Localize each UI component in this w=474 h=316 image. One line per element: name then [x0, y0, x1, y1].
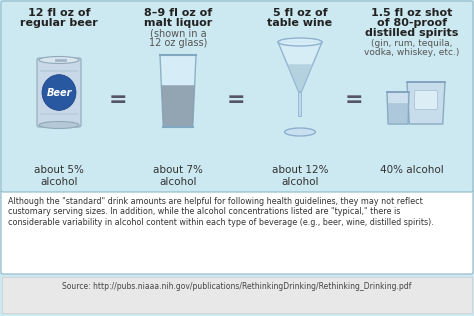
Text: of 80-proof: of 80-proof — [377, 18, 447, 28]
Text: 12 oz glass): 12 oz glass) — [149, 38, 207, 48]
Polygon shape — [387, 103, 409, 124]
Text: 8–9 fl oz of: 8–9 fl oz of — [144, 8, 212, 18]
Text: Beer: Beer — [46, 88, 72, 98]
Polygon shape — [278, 42, 322, 92]
Polygon shape — [287, 64, 313, 92]
Text: Source: http://pubs.niaaa.nih.gov/publications/RethinkingDrinking/Rethinking_Dri: Source: http://pubs.niaaa.nih.gov/public… — [62, 282, 412, 291]
FancyBboxPatch shape — [1, 1, 473, 192]
Text: Although the "standard" drink amounts are helpful for following health guideline: Although the "standard" drink amounts ar… — [8, 197, 434, 227]
Text: (gin, rum, tequila,: (gin, rum, tequila, — [371, 39, 453, 48]
Text: about 7%
alcohol: about 7% alcohol — [153, 165, 203, 187]
Ellipse shape — [42, 75, 76, 110]
FancyBboxPatch shape — [40, 113, 78, 115]
FancyBboxPatch shape — [40, 70, 78, 72]
Text: (shown in a: (shown in a — [150, 29, 206, 39]
Polygon shape — [387, 92, 409, 124]
Polygon shape — [161, 85, 195, 127]
Text: 5 fl oz of: 5 fl oz of — [273, 8, 328, 18]
FancyBboxPatch shape — [37, 58, 81, 127]
Text: 1.5 fl oz shot: 1.5 fl oz shot — [371, 8, 453, 18]
Ellipse shape — [278, 38, 322, 46]
Text: regular beer: regular beer — [20, 18, 98, 28]
Ellipse shape — [284, 128, 315, 136]
Text: table wine: table wine — [267, 18, 333, 28]
FancyBboxPatch shape — [2, 277, 472, 313]
Text: malt liquor: malt liquor — [144, 18, 212, 28]
Ellipse shape — [39, 57, 79, 64]
Text: =: = — [345, 90, 363, 110]
Text: vodka, whiskey, etc.): vodka, whiskey, etc.) — [365, 48, 460, 57]
FancyBboxPatch shape — [299, 92, 301, 116]
FancyBboxPatch shape — [1, 190, 473, 274]
Text: =: = — [109, 90, 128, 110]
Text: about 5%
alcohol: about 5% alcohol — [34, 165, 84, 187]
Text: 12 fl oz of: 12 fl oz of — [28, 8, 90, 18]
Polygon shape — [160, 55, 196, 127]
Polygon shape — [407, 82, 445, 124]
Text: 40% alcohol: 40% alcohol — [380, 165, 444, 175]
FancyBboxPatch shape — [414, 90, 438, 110]
Text: about 12%
alcohol: about 12% alcohol — [272, 165, 328, 187]
Text: distilled spirits: distilled spirits — [365, 28, 459, 38]
Ellipse shape — [39, 121, 79, 129]
Text: =: = — [227, 90, 246, 110]
